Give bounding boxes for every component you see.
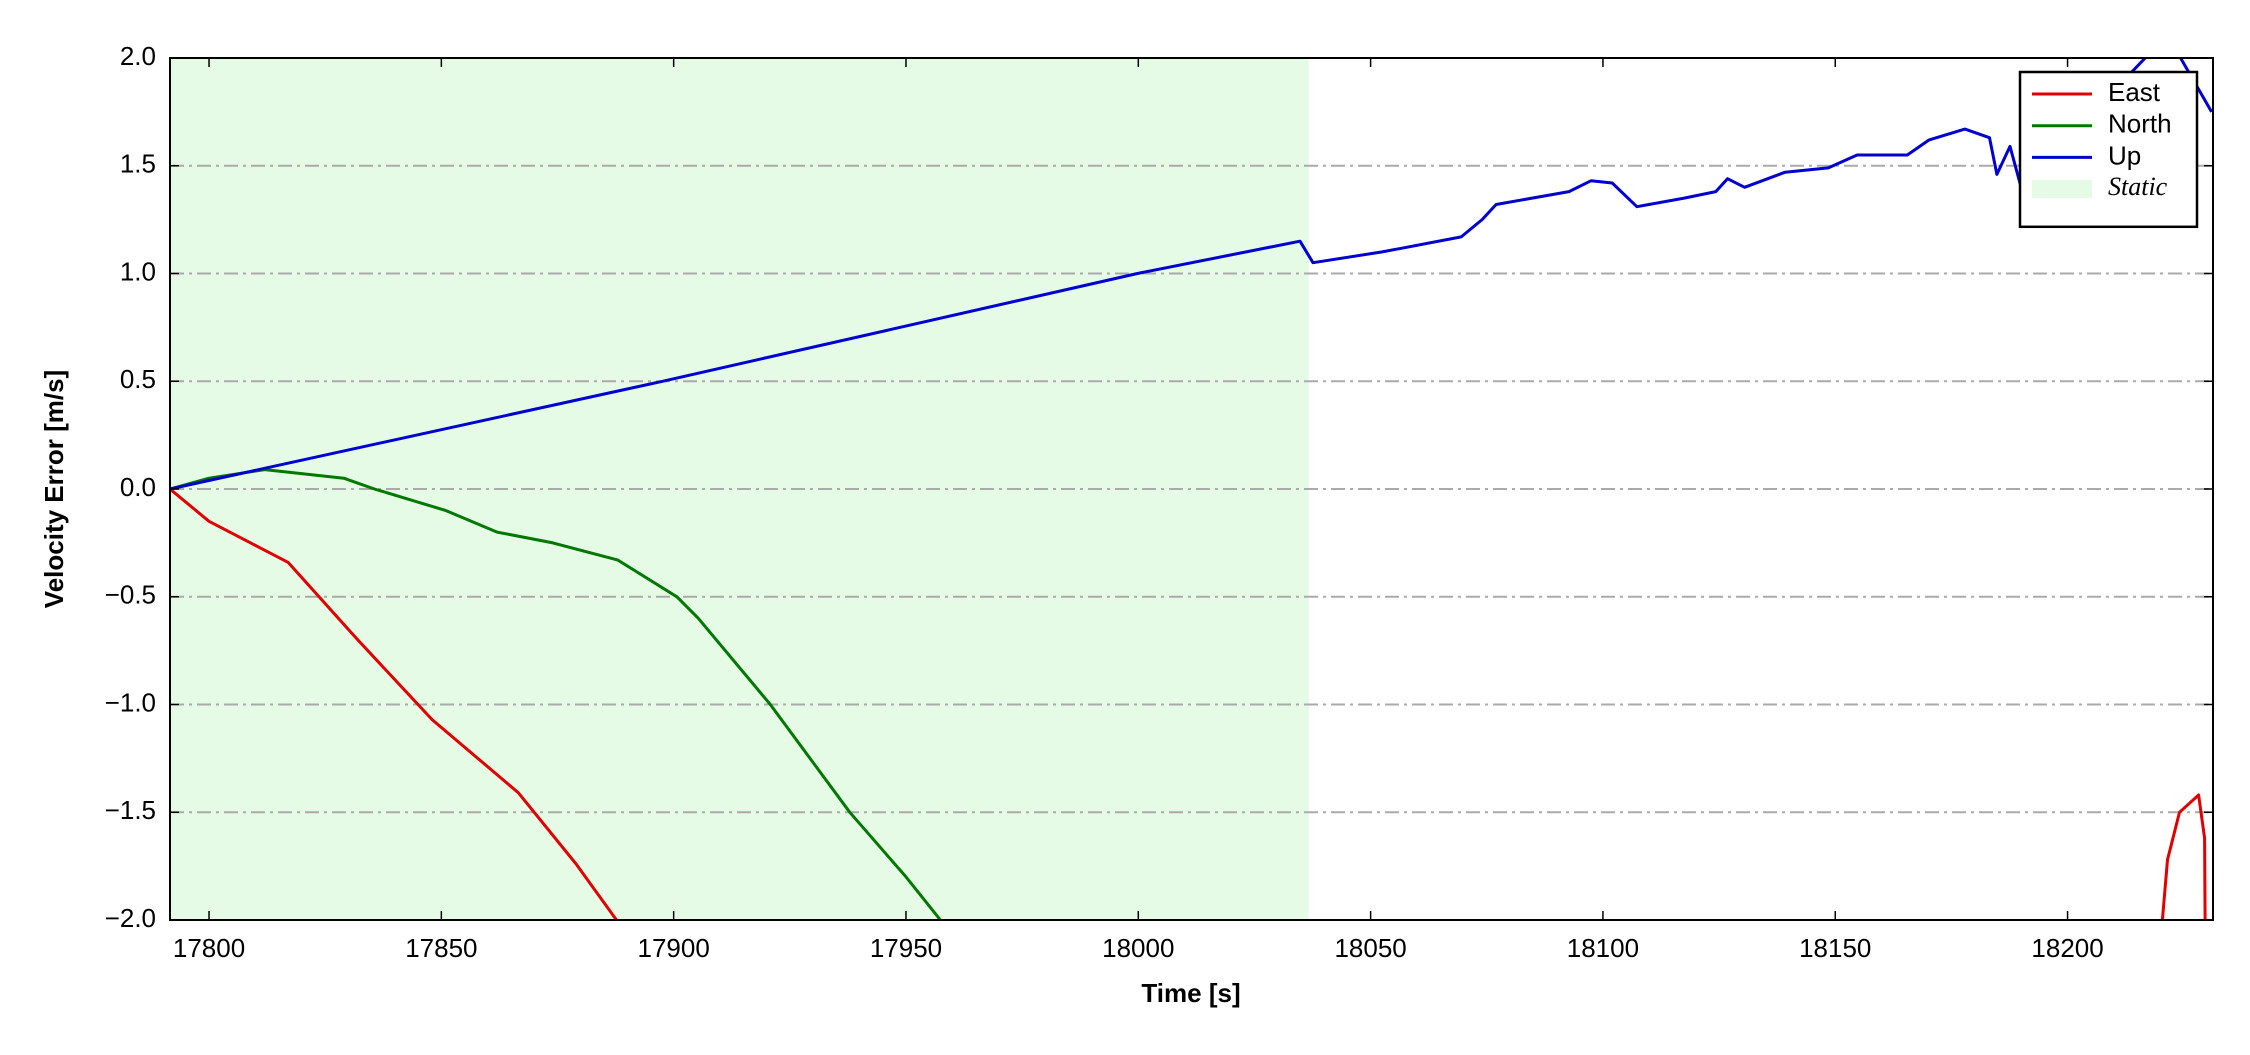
x-tick-label: 18050 [1334,933,1406,963]
plot-area [170,58,2213,920]
y-axis-label: Velocity Error [m/s] [39,370,69,608]
x-axis-label: Time [s] [1141,978,1240,1008]
y-tick-label: 0.0 [120,472,156,502]
x-tick-label: 17850 [405,933,477,963]
x-tick-label: 17900 [638,933,710,963]
x-tick-label: 17950 [870,933,942,963]
x-tick-label: 17800 [173,933,245,963]
legend-box [2018,70,2199,229]
x-tick-label: 18100 [1567,933,1639,963]
y-tick-label: 1.0 [120,256,156,286]
y-tick-label: 1.5 [120,149,156,179]
x-tick-label: 18000 [1102,933,1174,963]
y-tick-label: −2.0 [105,903,156,933]
series-line [170,487,2207,920]
y-tick-label: 2.0 [120,41,156,71]
legend-label: North [2108,109,2172,139]
y-tick-label: 0.5 [120,364,156,394]
legend-label: Up [2108,140,2141,170]
legend-label: Static [2108,172,2168,201]
series-line [170,58,2213,491]
y-tick-label: −1.0 [105,687,156,717]
x-tick-label: 18200 [2031,933,2103,963]
legend-label: East [2108,77,2161,107]
series-line [170,468,942,920]
y-tick-label: −1.5 [105,795,156,825]
y-tick-label: −0.5 [105,580,156,610]
legend-swatch [2032,180,2092,199]
x-tick-label: 18150 [1799,933,1871,963]
